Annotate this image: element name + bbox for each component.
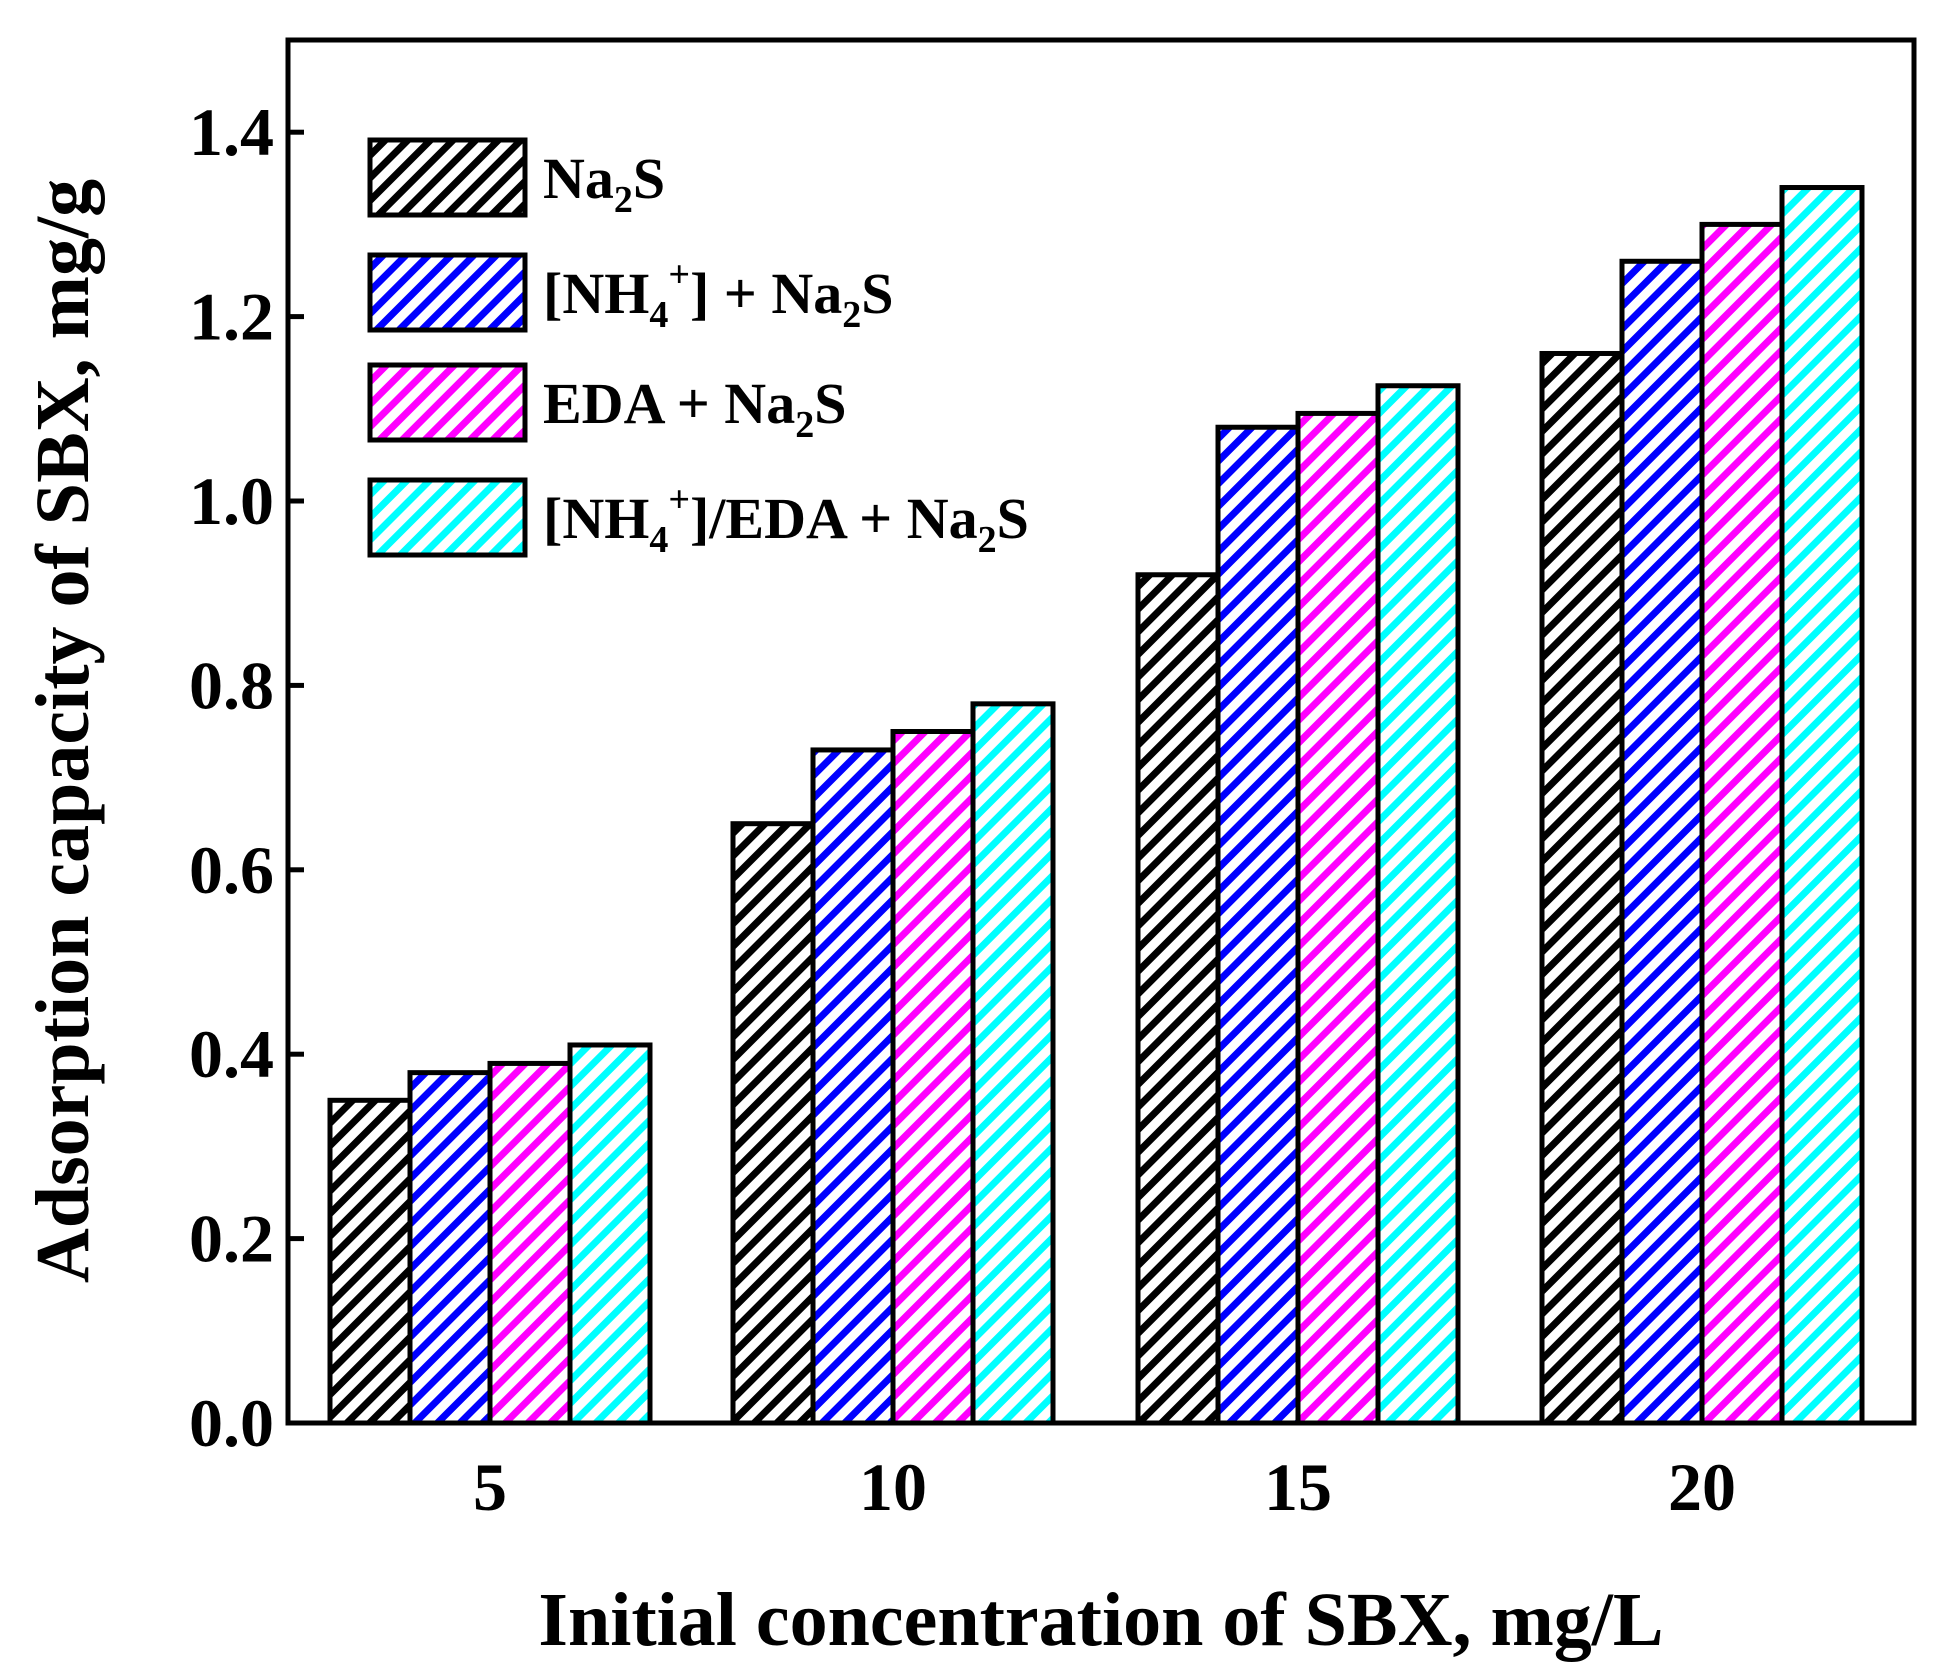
bar--nh4-eda-na2s-20 xyxy=(1779,185,1865,1426)
legend-swatch xyxy=(367,252,528,333)
bar--nh4-eda-na2s-15 xyxy=(1375,383,1461,1426)
legend-label: EDA + Na2S xyxy=(543,371,846,446)
legend-label: [NH4+]/EDA + Na2S xyxy=(543,479,1029,561)
y-tick-label: 1.4 xyxy=(189,94,274,170)
bar-na2s-5 xyxy=(327,1097,413,1426)
x-tick-label: 10 xyxy=(859,1449,927,1525)
plot-frame xyxy=(285,37,1917,1426)
bar--nh4-na2s-20 xyxy=(1619,258,1705,1426)
bar-eda-na2s-15 xyxy=(1295,410,1381,1426)
x-tick-label: 5 xyxy=(473,1449,507,1525)
x-tick-label: 20 xyxy=(1668,1449,1736,1525)
y-tick-label: 0.4 xyxy=(189,1016,274,1092)
bar--nh4-eda-na2s-5 xyxy=(567,1042,653,1426)
axis-ticks: 0.0 0.2 0.4 0.6 0.8 1.0 1.2 1.4 5 10 15 20 xyxy=(189,94,1736,1525)
y-axis-title: Adsorption capacity of SBX, mg/g xyxy=(21,179,105,1283)
y-tick-label: 0.6 xyxy=(189,832,274,908)
legend-label: Na2S xyxy=(543,146,665,221)
bar-eda-na2s-20 xyxy=(1699,221,1785,1426)
y-tick-label: 0.8 xyxy=(189,647,274,723)
bar-eda-na2s-5 xyxy=(487,1060,573,1426)
bar-eda-na2s-10 xyxy=(890,729,976,1426)
y-tick-label: 1.0 xyxy=(189,463,274,539)
bar--nh4-eda-na2s-10 xyxy=(970,701,1056,1426)
legend-swatch xyxy=(367,477,528,558)
y-tick-label: 0.2 xyxy=(189,1201,274,1277)
y-tick-label: 0.0 xyxy=(189,1385,274,1461)
bar-na2s-20 xyxy=(1539,350,1625,1426)
bar--nh4-na2s-5 xyxy=(407,1070,493,1426)
bar--nh4-na2s-15 xyxy=(1215,424,1301,1426)
bar-na2s-15 xyxy=(1135,572,1221,1426)
bar-na2s-10 xyxy=(730,821,816,1426)
bars-layer xyxy=(327,185,1865,1426)
bar--nh4-na2s-10 xyxy=(810,747,896,1426)
legend-swatch xyxy=(367,362,528,443)
y-tick-label: 1.2 xyxy=(189,279,274,355)
x-tick-label: 15 xyxy=(1264,1449,1332,1525)
legend-label: [NH4+] + Na2S xyxy=(543,254,894,336)
legend: Na2S [NH4+] + Na2S EDA + Na2S [NH4+]/EDA + … xyxy=(367,137,1029,561)
legend-swatch xyxy=(367,137,528,218)
x-axis-title: Initial concentration of SBX, mg/L xyxy=(538,1578,1663,1662)
